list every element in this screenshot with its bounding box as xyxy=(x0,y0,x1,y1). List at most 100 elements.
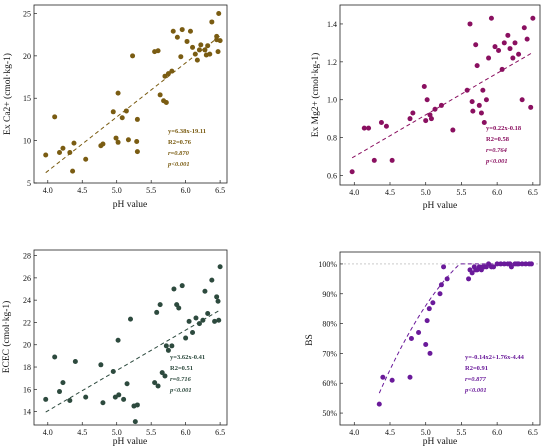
data-point xyxy=(154,309,160,315)
data-point xyxy=(508,264,514,270)
x-tick-label: 4.5 xyxy=(77,186,87,195)
data-point xyxy=(349,169,355,175)
data-point xyxy=(501,40,507,46)
data-point xyxy=(203,52,209,58)
data-point xyxy=(473,42,479,48)
data-point xyxy=(512,40,518,46)
data-point xyxy=(498,261,504,267)
x-tick-label: 6.0 xyxy=(181,186,191,195)
y-tick-label: 20 xyxy=(23,52,31,61)
data-point xyxy=(478,110,484,116)
data-point xyxy=(128,316,133,322)
data-point xyxy=(209,19,215,25)
y-tick-label: 26 xyxy=(23,274,31,283)
x-tick-label: 4.0 xyxy=(349,428,359,437)
data-point xyxy=(215,298,221,304)
data-point xyxy=(474,63,480,69)
data-point xyxy=(43,152,49,158)
y-tick-label: 90% xyxy=(322,290,337,299)
data-point xyxy=(83,156,89,162)
data-point xyxy=(110,109,116,115)
data-point xyxy=(157,92,163,98)
plot-frame xyxy=(339,4,541,186)
data-point xyxy=(165,347,171,353)
data-point xyxy=(488,15,494,21)
data-point xyxy=(132,419,138,425)
data-point xyxy=(115,90,121,96)
data-point xyxy=(424,97,430,103)
data-point xyxy=(499,66,505,72)
data-point xyxy=(407,116,413,122)
x-tick-label: 6.5 xyxy=(528,428,538,437)
data-point xyxy=(494,261,500,267)
data-point xyxy=(155,383,161,389)
x-tick-label: 6.5 xyxy=(215,186,225,195)
data-point xyxy=(528,261,534,267)
data-point xyxy=(70,168,76,174)
y-tick-label: 25 xyxy=(23,9,31,18)
x-tick-label: 5.0 xyxy=(421,428,431,437)
data-point xyxy=(130,53,136,59)
data-point xyxy=(115,337,121,343)
fit-equation: y=6.38x-19.11 R2=0.76 r=0.870 p<0.001 xyxy=(167,128,208,168)
data-point xyxy=(162,373,168,379)
data-point xyxy=(483,97,489,103)
data-point xyxy=(523,261,529,267)
data-point xyxy=(416,330,422,336)
data-point xyxy=(134,149,140,155)
data-point xyxy=(157,302,163,308)
y-tick-label: 5 xyxy=(27,179,31,188)
data-point xyxy=(113,135,119,141)
data-point xyxy=(174,34,180,40)
data-point xyxy=(198,42,204,48)
x-axis-label: pH value xyxy=(113,437,148,446)
data-point xyxy=(530,15,536,21)
x-tick-label: 5.5 xyxy=(146,428,156,437)
data-point xyxy=(115,139,121,145)
y-tick-label: 60% xyxy=(322,379,337,388)
data-point xyxy=(528,104,534,110)
data-point xyxy=(423,341,429,347)
data-point xyxy=(486,55,492,61)
y-tick-label: 28 xyxy=(23,252,31,261)
data-point xyxy=(183,335,189,341)
data-point xyxy=(491,264,497,270)
y-tick-label: 1.2 xyxy=(327,58,337,67)
data-point xyxy=(152,380,158,386)
data-point xyxy=(192,51,198,57)
data-point xyxy=(190,329,196,335)
data-point xyxy=(119,115,125,121)
y-tick-label: 20 xyxy=(23,341,31,350)
data-point xyxy=(441,264,447,270)
data-point xyxy=(376,401,382,407)
y-tick-label: 0.6 xyxy=(327,172,337,181)
panel-ex-mg-chart: 4.0 4.5 5.0 5.5 6.0 6.5 0.6 0.8 1.0 1.2 1.4 pH val… xyxy=(310,4,541,211)
y-tick-label: 22 xyxy=(23,318,31,327)
y-tick-label: 0.8 xyxy=(327,134,337,143)
data-point xyxy=(481,119,487,125)
data-point xyxy=(437,291,443,297)
data-point xyxy=(476,102,482,108)
data-point xyxy=(171,286,177,292)
data-point xyxy=(200,317,206,323)
data-point xyxy=(496,47,502,53)
x-axis-label: pH value xyxy=(423,437,458,446)
y-tick-label: 10 xyxy=(23,137,31,146)
fit-line xyxy=(45,309,221,413)
x-axis-label: pH value xyxy=(423,201,458,211)
data-point xyxy=(190,44,196,50)
data-point xyxy=(469,270,475,276)
data-point xyxy=(480,87,486,93)
data-point xyxy=(438,282,444,288)
panel-bs-chart: 4.0 4.5 5.0 5.5 6.0 6.5 50% 60% 70% 80% 90% 100% pH… xyxy=(305,251,541,446)
data-point xyxy=(450,127,456,133)
data-point xyxy=(424,318,430,324)
y-axis-label: Ex Mg2+ (cmol·kg-1) xyxy=(310,53,321,138)
data-point xyxy=(361,125,367,131)
data-point xyxy=(170,28,176,34)
data-point xyxy=(187,28,193,34)
y-tick-label: 1.4 xyxy=(327,20,337,29)
data-point xyxy=(438,102,444,108)
data-point xyxy=(60,145,66,151)
